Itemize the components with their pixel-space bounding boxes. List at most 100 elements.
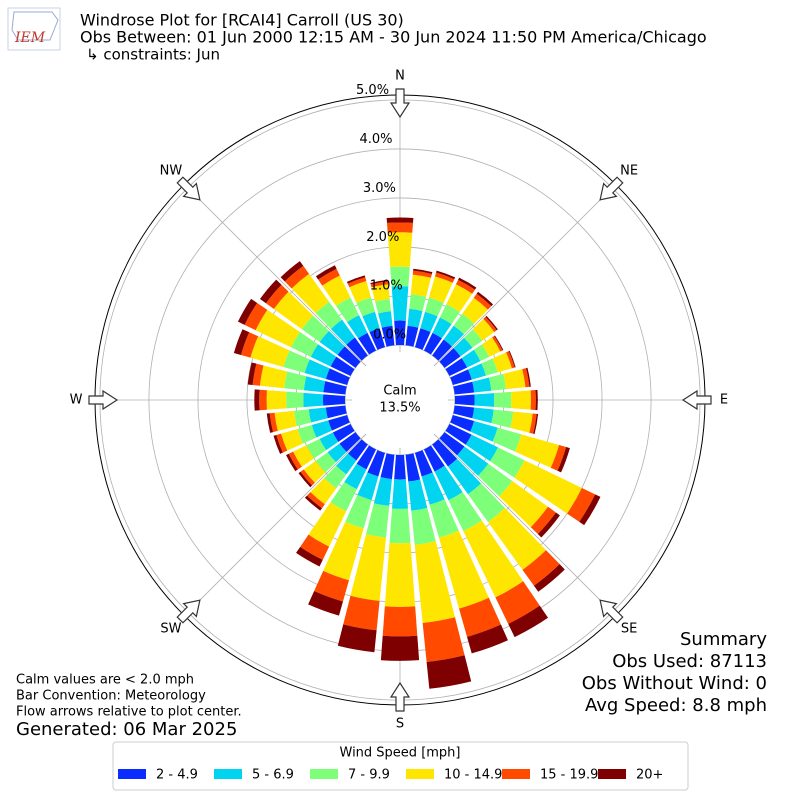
bar-segment bbox=[522, 550, 560, 586]
bar-segment bbox=[349, 281, 372, 303]
bar-segment bbox=[310, 344, 337, 367]
flow-arrow bbox=[88, 389, 119, 411]
bar-segment bbox=[347, 439, 368, 461]
bar-segment bbox=[389, 508, 411, 544]
bar-segment bbox=[373, 477, 392, 506]
bar-segment bbox=[298, 471, 313, 488]
legend-label: 10 - 14.9 bbox=[444, 768, 502, 783]
note: Bar Convention: Meteorology bbox=[16, 689, 206, 704]
bar-segment bbox=[458, 277, 477, 290]
bar-segment bbox=[407, 308, 423, 328]
bar-segment bbox=[526, 367, 531, 387]
bar-segment bbox=[356, 297, 376, 317]
direction-label: E bbox=[720, 393, 728, 408]
bar-segment bbox=[250, 336, 290, 368]
bar-segment bbox=[439, 304, 460, 325]
bar-segment bbox=[450, 414, 475, 432]
bar-segment bbox=[274, 410, 297, 431]
bar-segment bbox=[473, 344, 490, 362]
bars bbox=[233, 217, 601, 689]
flow-arrow bbox=[389, 681, 411, 712]
bar-segment bbox=[468, 363, 486, 380]
bar-segment bbox=[259, 389, 267, 411]
bar-segment bbox=[346, 275, 366, 284]
bar-segment bbox=[237, 298, 258, 325]
bar-segment bbox=[284, 371, 307, 391]
bar-segment bbox=[472, 407, 494, 424]
bar-segment bbox=[332, 423, 355, 442]
bar-segment bbox=[450, 369, 472, 386]
flow-arrow bbox=[176, 599, 201, 624]
chart-subtitle: Obs Between: 01 Jun 2000 12:15 AM - 30 J… bbox=[80, 28, 707, 47]
flow-arrow bbox=[681, 389, 712, 411]
bar-segment bbox=[522, 368, 530, 388]
bar-segment bbox=[346, 337, 368, 361]
bar-segment bbox=[579, 494, 601, 526]
bar-segment bbox=[247, 362, 257, 386]
bar-segment bbox=[530, 390, 536, 410]
bar-segment bbox=[322, 394, 346, 406]
bar-segment bbox=[439, 530, 489, 609]
bar-segment bbox=[409, 294, 427, 312]
flow-arrow-shape bbox=[176, 599, 201, 624]
bar-segment bbox=[535, 389, 538, 411]
bar-segment bbox=[255, 309, 300, 348]
bar-segment bbox=[434, 272, 455, 283]
bar-segment bbox=[311, 420, 332, 438]
bar-segment bbox=[472, 318, 495, 341]
bar-segment bbox=[463, 520, 524, 598]
bar-segment bbox=[259, 365, 288, 389]
bar-segment bbox=[324, 465, 347, 489]
bar-segment bbox=[233, 329, 250, 355]
direction-label: NE bbox=[620, 163, 638, 178]
bar-segment bbox=[491, 409, 514, 428]
bar-segment bbox=[314, 570, 349, 602]
bar-segment bbox=[461, 349, 481, 368]
bar-segment bbox=[478, 463, 513, 497]
bar-segment bbox=[567, 487, 596, 522]
bar-segment bbox=[492, 427, 522, 452]
bar-segment bbox=[408, 479, 428, 511]
summary: Obs Used: 87113 bbox=[612, 651, 767, 672]
bar-segment bbox=[384, 542, 416, 607]
bar-segment bbox=[445, 423, 472, 445]
bar-segment bbox=[387, 232, 413, 267]
summary: Obs Without Wind: 0 bbox=[582, 673, 767, 694]
bar-segment bbox=[529, 413, 537, 434]
legend-swatch bbox=[118, 769, 146, 779]
summary: Summary bbox=[680, 629, 767, 650]
bar-segment bbox=[467, 624, 508, 654]
bar-segment bbox=[345, 494, 372, 529]
bar-segment bbox=[330, 319, 355, 345]
calm-circle bbox=[352, 352, 448, 448]
bar-segment bbox=[273, 291, 314, 330]
bar-segment bbox=[315, 265, 337, 280]
bar-segment bbox=[254, 389, 260, 411]
legend-swatch bbox=[406, 769, 434, 779]
bar-segment bbox=[474, 393, 495, 407]
bar-segment bbox=[366, 503, 390, 538]
flow-arrow-shape bbox=[599, 599, 624, 624]
bar-segment bbox=[290, 331, 319, 357]
bar-segment bbox=[420, 311, 438, 332]
bar-segment bbox=[443, 325, 464, 347]
bar-segment bbox=[533, 564, 565, 592]
bar-segment bbox=[455, 279, 475, 294]
bar-segment bbox=[378, 311, 393, 328]
bar-segment bbox=[465, 434, 499, 462]
bar-segment bbox=[492, 352, 512, 373]
bar-segment bbox=[280, 261, 304, 282]
generated: Generated: 06 Mar 2025 bbox=[16, 719, 237, 740]
bar-segment bbox=[426, 655, 472, 689]
bar-segment bbox=[252, 363, 264, 386]
bar-segment bbox=[336, 297, 359, 323]
bar-segment bbox=[286, 453, 298, 472]
bar-segment bbox=[358, 332, 377, 355]
bar-segment bbox=[537, 512, 560, 538]
bar-segment bbox=[344, 463, 367, 490]
bar-segment bbox=[423, 332, 442, 355]
bar-segment bbox=[339, 432, 361, 453]
bar-segment bbox=[259, 279, 282, 304]
grid-spoke bbox=[399, 399, 616, 616]
flow-arrow bbox=[599, 176, 624, 201]
